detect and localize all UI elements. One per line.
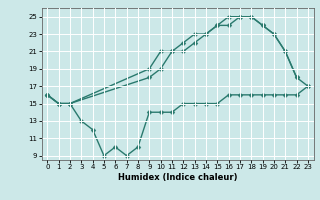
X-axis label: Humidex (Indice chaleur): Humidex (Indice chaleur): [118, 173, 237, 182]
